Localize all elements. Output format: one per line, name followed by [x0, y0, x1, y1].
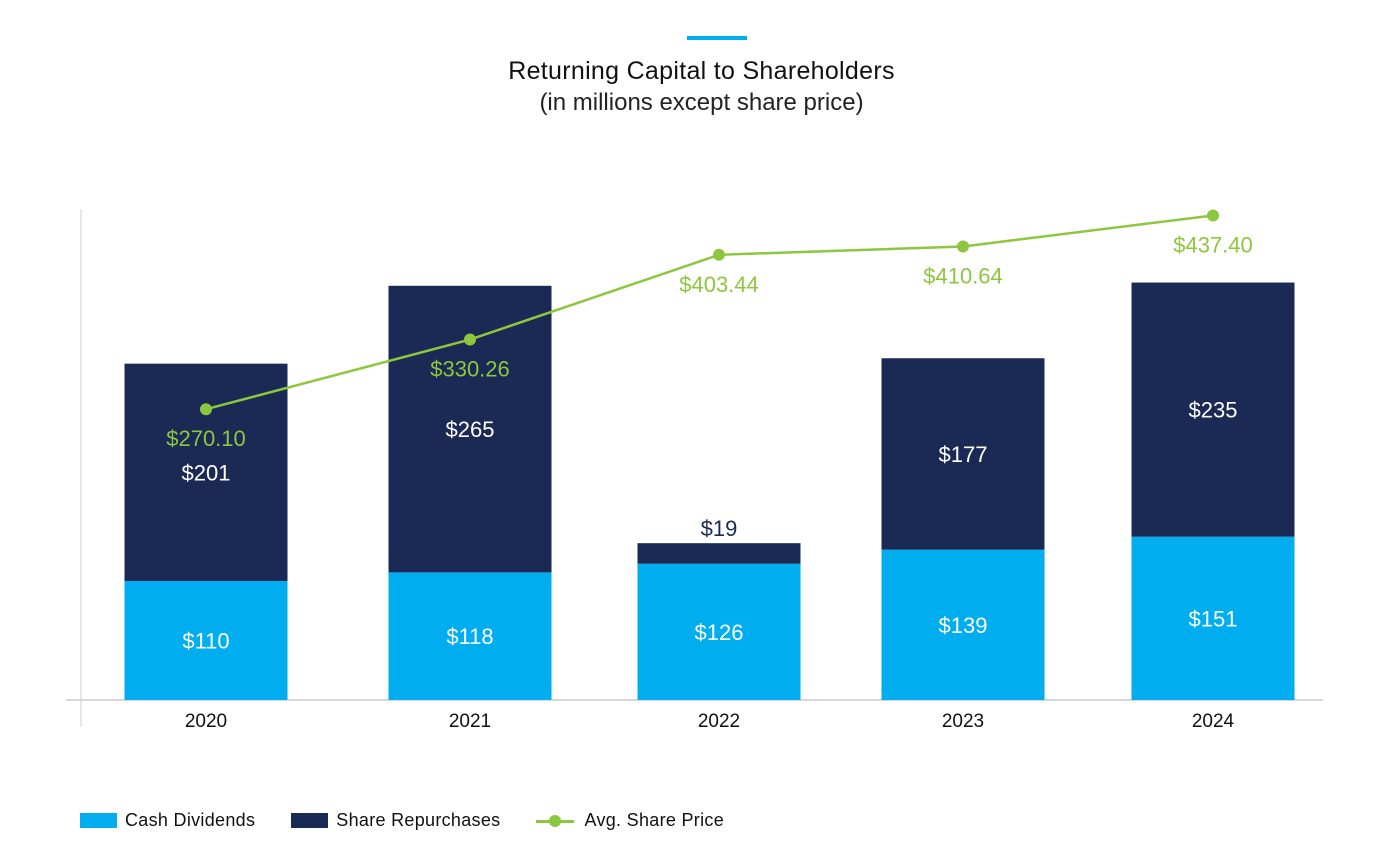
point-avg-share-price-2024: [1207, 209, 1219, 222]
x-tick-label-2024: 2024: [1192, 711, 1235, 732]
data-label-cash-dividends-2023: $139: [939, 613, 988, 638]
title-accent-bar: [687, 36, 747, 40]
data-label-avg-share-price-2022: $403.44: [679, 272, 759, 297]
bar-cash-dividends-2024: [1131, 536, 1295, 700]
x-tick-label-2020: 2020: [185, 711, 227, 732]
data-label-cash-dividends-2024: $151: [1189, 606, 1238, 631]
legend-item-share-repurchases: Share Repurchases: [291, 810, 500, 831]
legend-label: Cash Dividends: [125, 810, 256, 830]
data-label-share-repurchases-2022: $19: [701, 516, 738, 541]
data-label-avg-share-price-2024: $437.40: [1173, 232, 1253, 257]
bar-share-repurchases-2023: [881, 358, 1045, 550]
chart-subtitle: (in millions except share price): [539, 89, 864, 116]
x-tick-label-2021: 2021: [449, 711, 491, 732]
bar-cash-dividends-2020: [124, 581, 288, 700]
legend-line-marker-icon: [536, 814, 575, 828]
legend-item-avg-share-price: Avg. Share Price: [536, 810, 724, 831]
legend-label: Share Repurchases: [336, 810, 501, 830]
x-tick-label-2022: 2022: [698, 711, 740, 732]
point-avg-share-price-2023: [957, 240, 969, 253]
x-tick-label-2023: 2023: [942, 711, 984, 732]
bar-cash-dividends-2023: [881, 549, 1045, 700]
chart-title: Returning Capital to Shareholders: [508, 57, 895, 85]
legend-item-cash-dividends: Cash Dividends: [80, 810, 255, 831]
legend-label: Avg. Share Price: [584, 810, 725, 830]
data-label-share-repurchases-2024: $235: [1189, 398, 1238, 423]
bar-share-repurchases-2020: [124, 363, 288, 582]
bar-share-repurchases-2022: [637, 543, 801, 564]
data-label-cash-dividends-2021: $118: [446, 624, 493, 649]
point-avg-share-price-2020: [200, 403, 212, 416]
data-label-share-repurchases-2023: $177: [939, 442, 988, 467]
bar-share-repurchases-2024: [1131, 282, 1295, 537]
data-label-cash-dividends-2020: $110: [182, 629, 229, 654]
legend-swatch-share-repurchases: [291, 813, 329, 828]
data-label-share-repurchases-2021: $265: [446, 417, 495, 442]
bar-cash-dividends-2021: [388, 572, 552, 700]
data-label-avg-share-price-2020: $270.10: [166, 426, 246, 451]
point-avg-share-price-2021: [464, 333, 476, 346]
data-label-share-repurchases-2020: $201: [182, 460, 231, 485]
legend-swatch-cash-dividends: [80, 813, 117, 828]
legend: Cash Dividends Share Repurchases Avg. Sh…: [80, 810, 760, 831]
line-avg-share-price: [205, 214, 1214, 411]
data-label-avg-share-price-2021: $330.26: [430, 357, 510, 382]
data-label-avg-share-price-2023: $410.64: [923, 263, 1003, 288]
bar-cash-dividends-2022: [637, 563, 801, 700]
bar-share-repurchases-2021: [388, 285, 552, 573]
point-avg-share-price-2022: [713, 248, 725, 261]
data-label-cash-dividends-2022: $126: [695, 620, 744, 645]
